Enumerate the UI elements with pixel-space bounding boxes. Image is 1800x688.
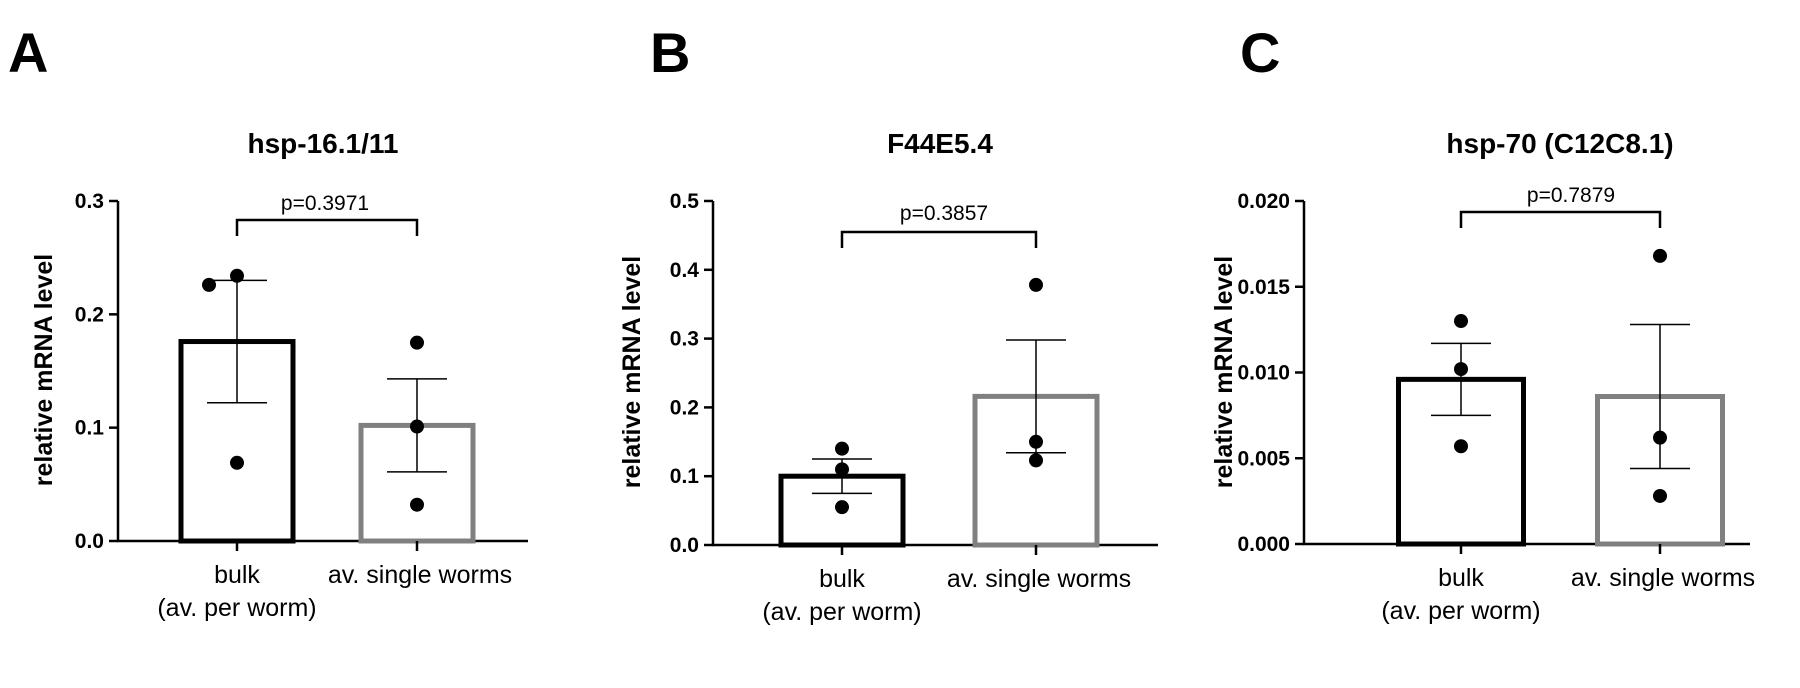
data-point [410,335,424,350]
data-point [410,497,424,512]
significance-bracket [1459,210,1662,228]
panel-b: B F44E5.4 relative mRNA level p=0.3857 0… [618,21,1158,626]
chart-marks: 0.0 0.1 0.2 0.3 bulk (av. per worm) av. single… [75,190,528,622]
y-axis-label: relative mRNA level [30,254,58,487]
p-value-label: p=0.3857 [900,202,988,225]
data-point [1454,362,1468,377]
y-tick-label: 0.0 [670,534,699,557]
data-point [835,500,849,515]
y-tick-label: 0.1 [75,417,105,440]
chart-title: F44E5.4 [887,128,993,159]
y-axis-label: relative mRNA level [618,256,646,489]
x-category-label: (av. per worm) [762,598,921,626]
y-tick-label: 0.0 [75,530,104,553]
data-point [1029,453,1043,468]
x-category-label: av. single worms [1571,564,1755,592]
y-tick-label: 0.010 [1237,362,1290,385]
y-tick-label: 0.4 [670,259,700,282]
x-category-label: bulk [214,561,260,589]
data-point [410,419,424,434]
significance-bracket [840,230,1038,248]
panel-letter: A [8,21,48,84]
x-category-label: (av. per worm) [1381,597,1540,625]
data-point [230,455,244,470]
data-point [1454,439,1468,454]
x-category-label: av. single worms [328,561,512,589]
x-category-label: bulk [1438,564,1484,592]
significance-bracket [235,218,419,236]
data-point [1029,277,1043,292]
data-point [1653,488,1667,503]
data-point [1653,248,1667,263]
x-category-label: (av. per worm) [157,594,316,622]
x-category-label: av. single worms [947,565,1131,593]
y-tick-label: 0.1 [670,465,700,488]
data-point [835,462,849,477]
panel-letter: B [650,21,690,84]
y-tick-label: 0.5 [670,190,700,213]
y-tick-label: 0.2 [670,396,699,419]
chart-title: hsp-70 (C12C8.1) [1446,128,1673,159]
y-tick-label: 0.020 [1237,190,1290,213]
y-tick-label: 0.000 [1237,533,1290,556]
data-point [1653,430,1667,445]
y-axis-label: relative mRNA level [1210,256,1238,489]
chart-marks: 0.0 0.1 0.2 0.3 0.4 0.5 bulk (av. per worm) av. … [670,190,1158,626]
p-value-label: p=0.3971 [281,192,369,215]
data-point [1029,434,1043,449]
chart-marks: 0.000 0.005 0.010 0.015 0.020 bulk (av. per wo… [1237,190,1755,625]
data-point [230,268,244,283]
chart-title: hsp-16.1/11 [248,128,399,159]
panel-c: C hsp-70 (C12C8.1) relative mRNA level p… [1210,21,1755,625]
y-tick-label: 0.2 [75,303,104,326]
data-point [835,441,849,456]
y-tick-label: 0.015 [1237,276,1290,299]
y-tick-label: 0.005 [1237,447,1290,470]
panel-a: A hsp-16.1/11 relative mRNA level p=0.39… [8,21,528,622]
data-point [202,277,216,292]
data-point [1454,314,1468,329]
y-tick-label: 0.3 [670,328,699,351]
panel-letter: C [1240,21,1280,84]
x-category-label: bulk [819,565,865,593]
p-value-label: p=0.7879 [1527,184,1615,207]
y-tick-label: 0.3 [75,190,104,213]
